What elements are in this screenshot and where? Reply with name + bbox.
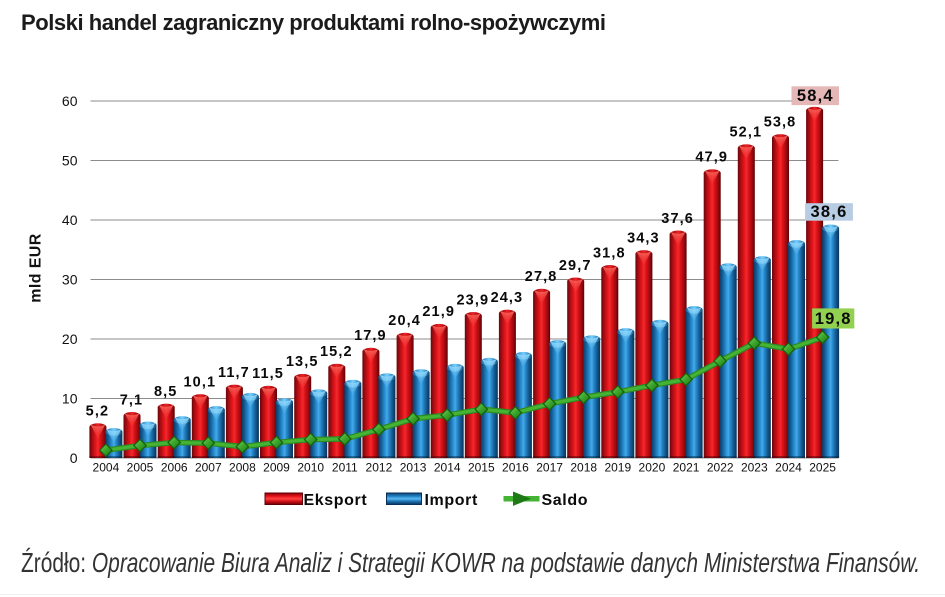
- svg-text:2025: 2025: [809, 461, 836, 475]
- svg-text:7,1: 7,1: [120, 392, 143, 408]
- svg-text:23,9: 23,9: [456, 292, 489, 308]
- svg-text:2021: 2021: [673, 461, 700, 475]
- svg-text:31,8: 31,8: [593, 245, 626, 261]
- svg-text:27,8: 27,8: [525, 269, 558, 285]
- svg-text:2022: 2022: [707, 461, 734, 475]
- svg-text:2010: 2010: [297, 461, 324, 475]
- svg-text:2015: 2015: [468, 461, 495, 475]
- svg-text:2008: 2008: [229, 461, 256, 475]
- svg-text:19,8: 19,8: [815, 310, 852, 328]
- svg-text:60: 60: [62, 93, 78, 109]
- svg-text:2009: 2009: [263, 461, 290, 475]
- svg-text:2020: 2020: [639, 461, 666, 475]
- svg-text:34,3: 34,3: [627, 230, 660, 246]
- svg-text:50: 50: [62, 153, 78, 169]
- svg-text:2004: 2004: [93, 461, 120, 475]
- svg-text:40: 40: [62, 212, 78, 228]
- svg-text:2012: 2012: [366, 461, 393, 475]
- svg-text:2024: 2024: [775, 461, 802, 475]
- svg-text:58,4: 58,4: [797, 87, 834, 105]
- svg-text:2023: 2023: [741, 461, 768, 475]
- svg-text:Saldo: Saldo: [542, 492, 589, 509]
- svg-text:2005: 2005: [127, 461, 154, 475]
- svg-text:2011: 2011: [332, 461, 358, 475]
- svg-text:20: 20: [62, 331, 78, 347]
- svg-text:0: 0: [70, 450, 78, 466]
- svg-text:10: 10: [62, 391, 78, 407]
- svg-text:8,5: 8,5: [154, 384, 177, 400]
- svg-text:10,1: 10,1: [183, 374, 216, 390]
- svg-text:2007: 2007: [195, 461, 222, 475]
- svg-text:2013: 2013: [400, 461, 427, 475]
- svg-text:2014: 2014: [434, 461, 461, 475]
- svg-text:mld EUR: mld EUR: [28, 233, 45, 303]
- svg-text:53,8: 53,8: [764, 114, 797, 130]
- svg-text:30: 30: [62, 272, 78, 288]
- svg-text:2017: 2017: [536, 461, 563, 475]
- svg-text:38,6: 38,6: [811, 203, 848, 221]
- svg-text:5,2: 5,2: [86, 404, 109, 420]
- svg-text:17,9: 17,9: [354, 328, 387, 344]
- svg-text:Import: Import: [425, 492, 478, 509]
- svg-text:21,9: 21,9: [422, 304, 455, 320]
- svg-text:24,3: 24,3: [491, 290, 524, 306]
- svg-text:2019: 2019: [604, 461, 631, 475]
- svg-text:20,4: 20,4: [388, 313, 421, 329]
- svg-text:2016: 2016: [502, 461, 529, 475]
- svg-text:15,2: 15,2: [320, 344, 353, 360]
- svg-text:29,7: 29,7: [559, 258, 592, 274]
- svg-text:Eksport: Eksport: [304, 492, 368, 509]
- svg-text:11,5: 11,5: [252, 366, 284, 382]
- svg-text:2018: 2018: [570, 461, 597, 475]
- svg-text:13,5: 13,5: [286, 354, 319, 370]
- svg-text:11,7: 11,7: [218, 365, 250, 381]
- svg-text:47,9: 47,9: [695, 150, 728, 166]
- svg-text:52,1: 52,1: [729, 125, 762, 141]
- svg-text:37,6: 37,6: [661, 211, 694, 227]
- svg-text:2006: 2006: [161, 461, 188, 475]
